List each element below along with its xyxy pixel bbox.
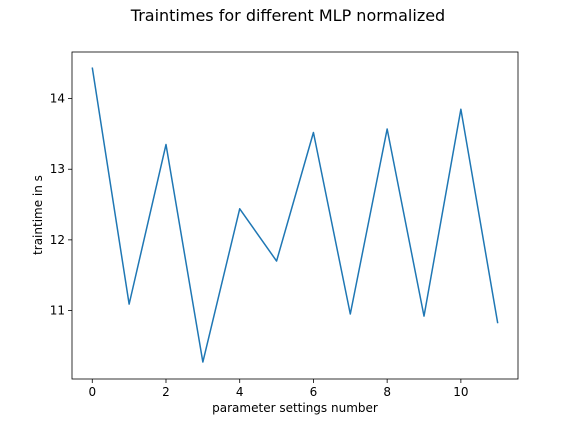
y-tick-label: 14 [50, 92, 65, 106]
x-tick-label: 10 [453, 385, 468, 399]
y-tick-label: 12 [50, 233, 65, 247]
x-tick-label: 2 [162, 385, 170, 399]
x-tick-label: 4 [236, 385, 244, 399]
axes-border [71, 51, 519, 380]
x-axis: 0 2 4 6 8 10 [88, 379, 469, 399]
plot-area [71, 51, 519, 380]
series-line [91, 67, 499, 363]
plot-frame [72, 52, 518, 379]
series-layer [91, 67, 499, 363]
chart-title: Traintimes for different MLP normalized [130, 6, 445, 25]
y-tick-label: 11 [50, 303, 65, 317]
x-tick-label: 0 [88, 385, 96, 399]
y-tick-label: 13 [50, 162, 65, 176]
x-axis-label: parameter settings number [212, 401, 378, 415]
y-axis-label: traintime in s [31, 175, 45, 255]
y-axis: 11 12 13 14 [50, 92, 72, 317]
x-tick-label: 6 [310, 385, 318, 399]
x-tick-label: 8 [383, 385, 391, 399]
